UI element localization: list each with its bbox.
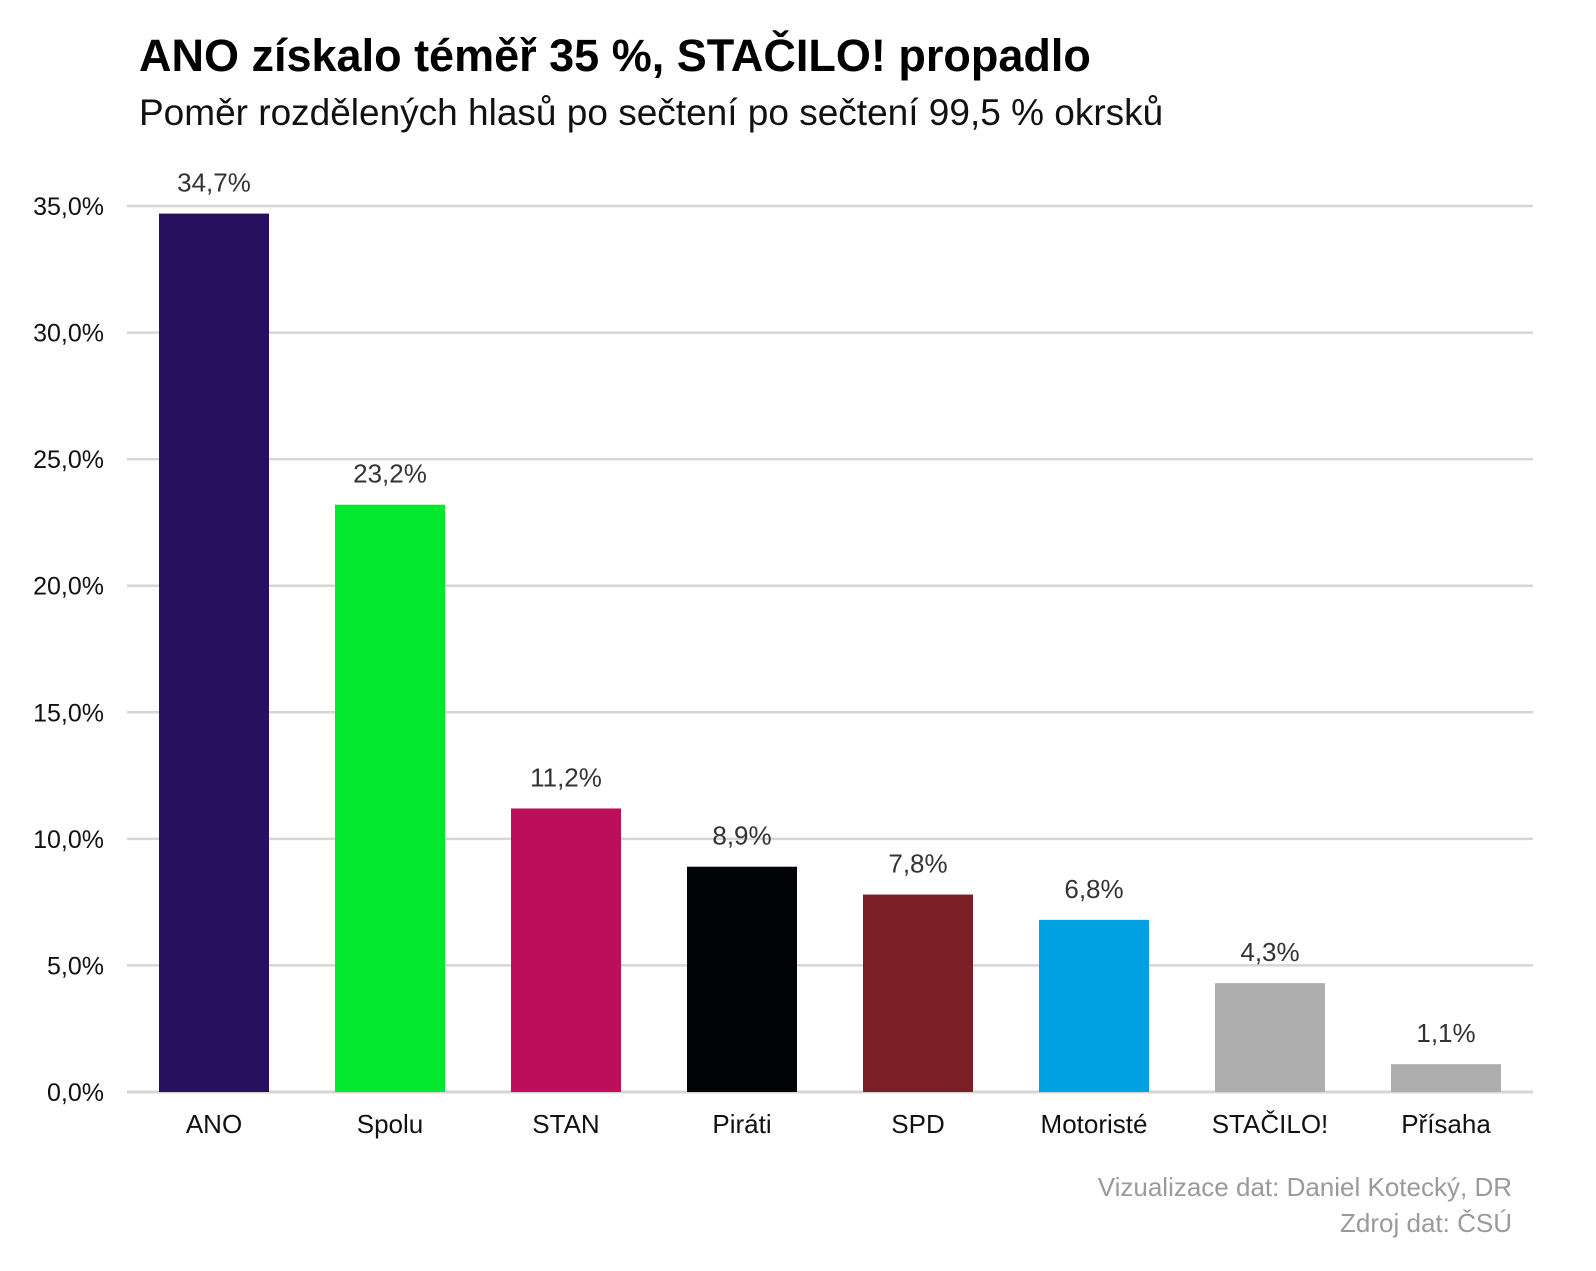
x-tick-label: Spolu xyxy=(357,1109,424,1139)
y-tick-label: 10,0% xyxy=(33,826,104,854)
bars xyxy=(159,213,1501,1092)
bar-piráti xyxy=(687,866,797,1092)
data-label: 6,8% xyxy=(1064,874,1123,904)
y-tick-label: 25,0% xyxy=(33,446,104,474)
x-tick-label: Piráti xyxy=(712,1109,771,1139)
x-tick-label: ANO xyxy=(186,1109,242,1139)
bar-motoristé xyxy=(1039,919,1149,1092)
y-tick-label: 0,0% xyxy=(47,1079,104,1107)
x-tick-label: STAN xyxy=(532,1109,599,1139)
value-labels: 34,7% 23,2% 11,2% 8,9% 7,8% 6,8% 4,3% 1,1% xyxy=(177,168,1476,1049)
bar-ano xyxy=(159,213,269,1092)
data-label: 34,7% xyxy=(177,168,251,198)
y-axis-ticks: 0,0% 5,0% 10,0% 15,0% 20,0% 25,0% 30,0% 35,0% xyxy=(33,193,104,1107)
bar-stačilo! xyxy=(1215,983,1325,1092)
y-tick-label: 15,0% xyxy=(33,699,104,727)
data-label: 8,9% xyxy=(712,821,771,851)
chart-subtitle: Poměr rozdělených hlasů po sečtení po se… xyxy=(139,92,1164,133)
x-tick-label: Motoristé xyxy=(1041,1109,1148,1139)
bar-stan xyxy=(511,808,621,1092)
bar-spd xyxy=(863,894,973,1092)
y-tick-label: 20,0% xyxy=(33,573,104,601)
data-label: 11,2% xyxy=(530,762,602,792)
category-labels: ANO Spolu STAN Piráti SPD Motoristé STAČILO! Př… xyxy=(186,1109,1492,1139)
x-tick-label: SPD xyxy=(891,1109,944,1139)
data-label: 7,8% xyxy=(888,849,947,879)
y-tick-label: 35,0% xyxy=(33,193,104,221)
x-tick-label: Přísaha xyxy=(1401,1109,1491,1139)
data-label: 1,1% xyxy=(1416,1018,1475,1048)
x-tick-label: STAČILO! xyxy=(1212,1109,1329,1139)
chart-title: ANO získalo téměř 35 %, STAČILO! propadl… xyxy=(139,30,1091,81)
visualization-credit: Vizualizace dat: Daniel Kotecký, DR xyxy=(1097,1172,1512,1202)
data-label: 4,3% xyxy=(1240,937,1299,967)
bar-přísaha xyxy=(1391,1064,1501,1092)
data-source: Zdroj dat: ČSÚ xyxy=(1340,1208,1512,1238)
data-label: 23,2% xyxy=(353,459,427,489)
y-tick-label: 5,0% xyxy=(47,952,104,980)
y-tick-label: 30,0% xyxy=(33,320,104,348)
bar-spolu xyxy=(335,504,445,1092)
